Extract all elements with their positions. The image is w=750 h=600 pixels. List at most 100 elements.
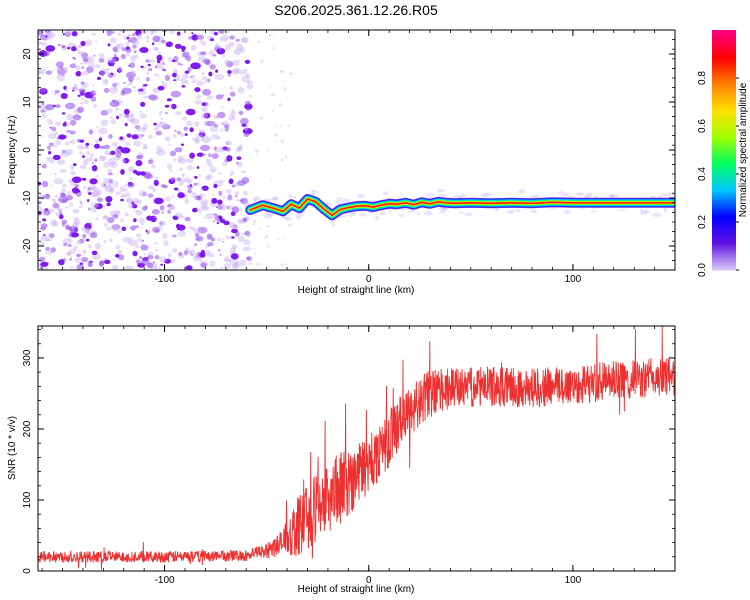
- colorbar-band: [712, 206, 736, 209]
- noise-blob: [244, 68, 248, 72]
- noise-blob: [221, 241, 225, 243]
- colorbar-band: [712, 142, 736, 145]
- x-tick-label: -100: [155, 274, 175, 285]
- noise-blob: [189, 127, 194, 133]
- noise-blob: [139, 113, 148, 119]
- noise-blob: [129, 113, 133, 117]
- noise-blob: [136, 155, 143, 159]
- noise-blob: [53, 178, 64, 185]
- noise-blob: [215, 94, 224, 100]
- noise-blob: [289, 72, 293, 75]
- noise-blob: [71, 46, 77, 52]
- noise-blob: [110, 116, 113, 119]
- noise-blob: [201, 102, 206, 106]
- noise-blob: [229, 35, 235, 40]
- noise-blob: [229, 170, 235, 176]
- noise-blob: [177, 62, 181, 66]
- noise-blob: [190, 76, 193, 79]
- noise-blob: [196, 34, 205, 40]
- colorbar-band: [712, 254, 736, 257]
- colorbar-band: [712, 48, 736, 51]
- noise-blob: [93, 54, 96, 57]
- noise-blob: [127, 186, 130, 189]
- noise-blob: [124, 185, 127, 187]
- noise-blob: [147, 35, 149, 38]
- noise-blob: [172, 134, 177, 139]
- noise-blob: [176, 177, 182, 182]
- noise-blob: [47, 120, 54, 125]
- colorbar-band: [712, 170, 736, 173]
- colorbar-band: [712, 86, 736, 89]
- noise-blob: [165, 112, 168, 114]
- noise-blob: [246, 256, 252, 262]
- haze-blob: [375, 215, 380, 220]
- noise-blob: [208, 50, 215, 56]
- noise-blob: [89, 222, 92, 226]
- noise-blob: [167, 253, 172, 258]
- noise-blob: [241, 75, 251, 83]
- noise-blob: [274, 140, 276, 142]
- noise-blob: [164, 136, 171, 142]
- noise-blob: [50, 184, 53, 187]
- noise-blob: [174, 187, 179, 191]
- noise-blob: [213, 213, 218, 216]
- noise-blob: [121, 87, 132, 95]
- noise-blob: [182, 173, 185, 176]
- noise-blob: [136, 259, 141, 265]
- noise-blob: [196, 182, 201, 186]
- noise-blob: [117, 32, 122, 36]
- noise-blob: [96, 197, 103, 202]
- noise-blob: [41, 195, 44, 197]
- noise-blob: [123, 82, 126, 84]
- noise-blob: [81, 226, 86, 231]
- noise-blob: [227, 97, 231, 102]
- noise-blob: [124, 114, 130, 118]
- noise-blob: [228, 178, 234, 185]
- noise-blob: [75, 182, 78, 185]
- noise-blob: [91, 32, 96, 36]
- noise-blob: [79, 101, 84, 105]
- noise-blob: [46, 31, 56, 39]
- noise-blob: [216, 222, 220, 225]
- x-tick-label: 0: [366, 575, 372, 586]
- noise-blob: [71, 232, 79, 238]
- haze-blob: [506, 211, 513, 214]
- noise-blob: [180, 77, 187, 85]
- noise-blob: [181, 85, 186, 88]
- noise-blob: [205, 175, 211, 181]
- noise-blob: [210, 121, 216, 126]
- noise-blob: [132, 44, 137, 49]
- noise-blob: [106, 67, 110, 71]
- noise-blob: [225, 235, 231, 240]
- noise-blob: [207, 78, 211, 83]
- colorbar-band: [712, 156, 736, 159]
- haze-blob: [387, 209, 392, 213]
- noise-blob: [177, 230, 187, 237]
- noise-blob: [76, 253, 82, 258]
- noise-blob: [93, 103, 98, 108]
- noise-blob: [107, 158, 117, 165]
- noise-blob: [50, 219, 57, 227]
- noise-blob: [210, 38, 214, 42]
- noise-blob: [148, 94, 158, 101]
- noise-blob: [160, 184, 166, 188]
- noise-blob: [180, 215, 185, 219]
- noise-speckle: [38, 30, 293, 270]
- noise-blob: [81, 56, 84, 59]
- noise-blob: [241, 123, 247, 127]
- noise-blob: [86, 156, 93, 162]
- noise-blob: [112, 46, 118, 52]
- noise-blob: [218, 46, 223, 50]
- noise-blob: [126, 133, 132, 138]
- noise-blob: [62, 67, 69, 74]
- noise-blob: [183, 250, 188, 256]
- noise-blob: [136, 233, 139, 237]
- noise-blob: [38, 194, 45, 200]
- noise-blob: [271, 93, 275, 97]
- noise-blob: [112, 226, 118, 231]
- noise-blob: [156, 59, 161, 64]
- noise-blob: [158, 121, 168, 128]
- noise-blob: [284, 267, 287, 269]
- noise-blob: [75, 70, 82, 77]
